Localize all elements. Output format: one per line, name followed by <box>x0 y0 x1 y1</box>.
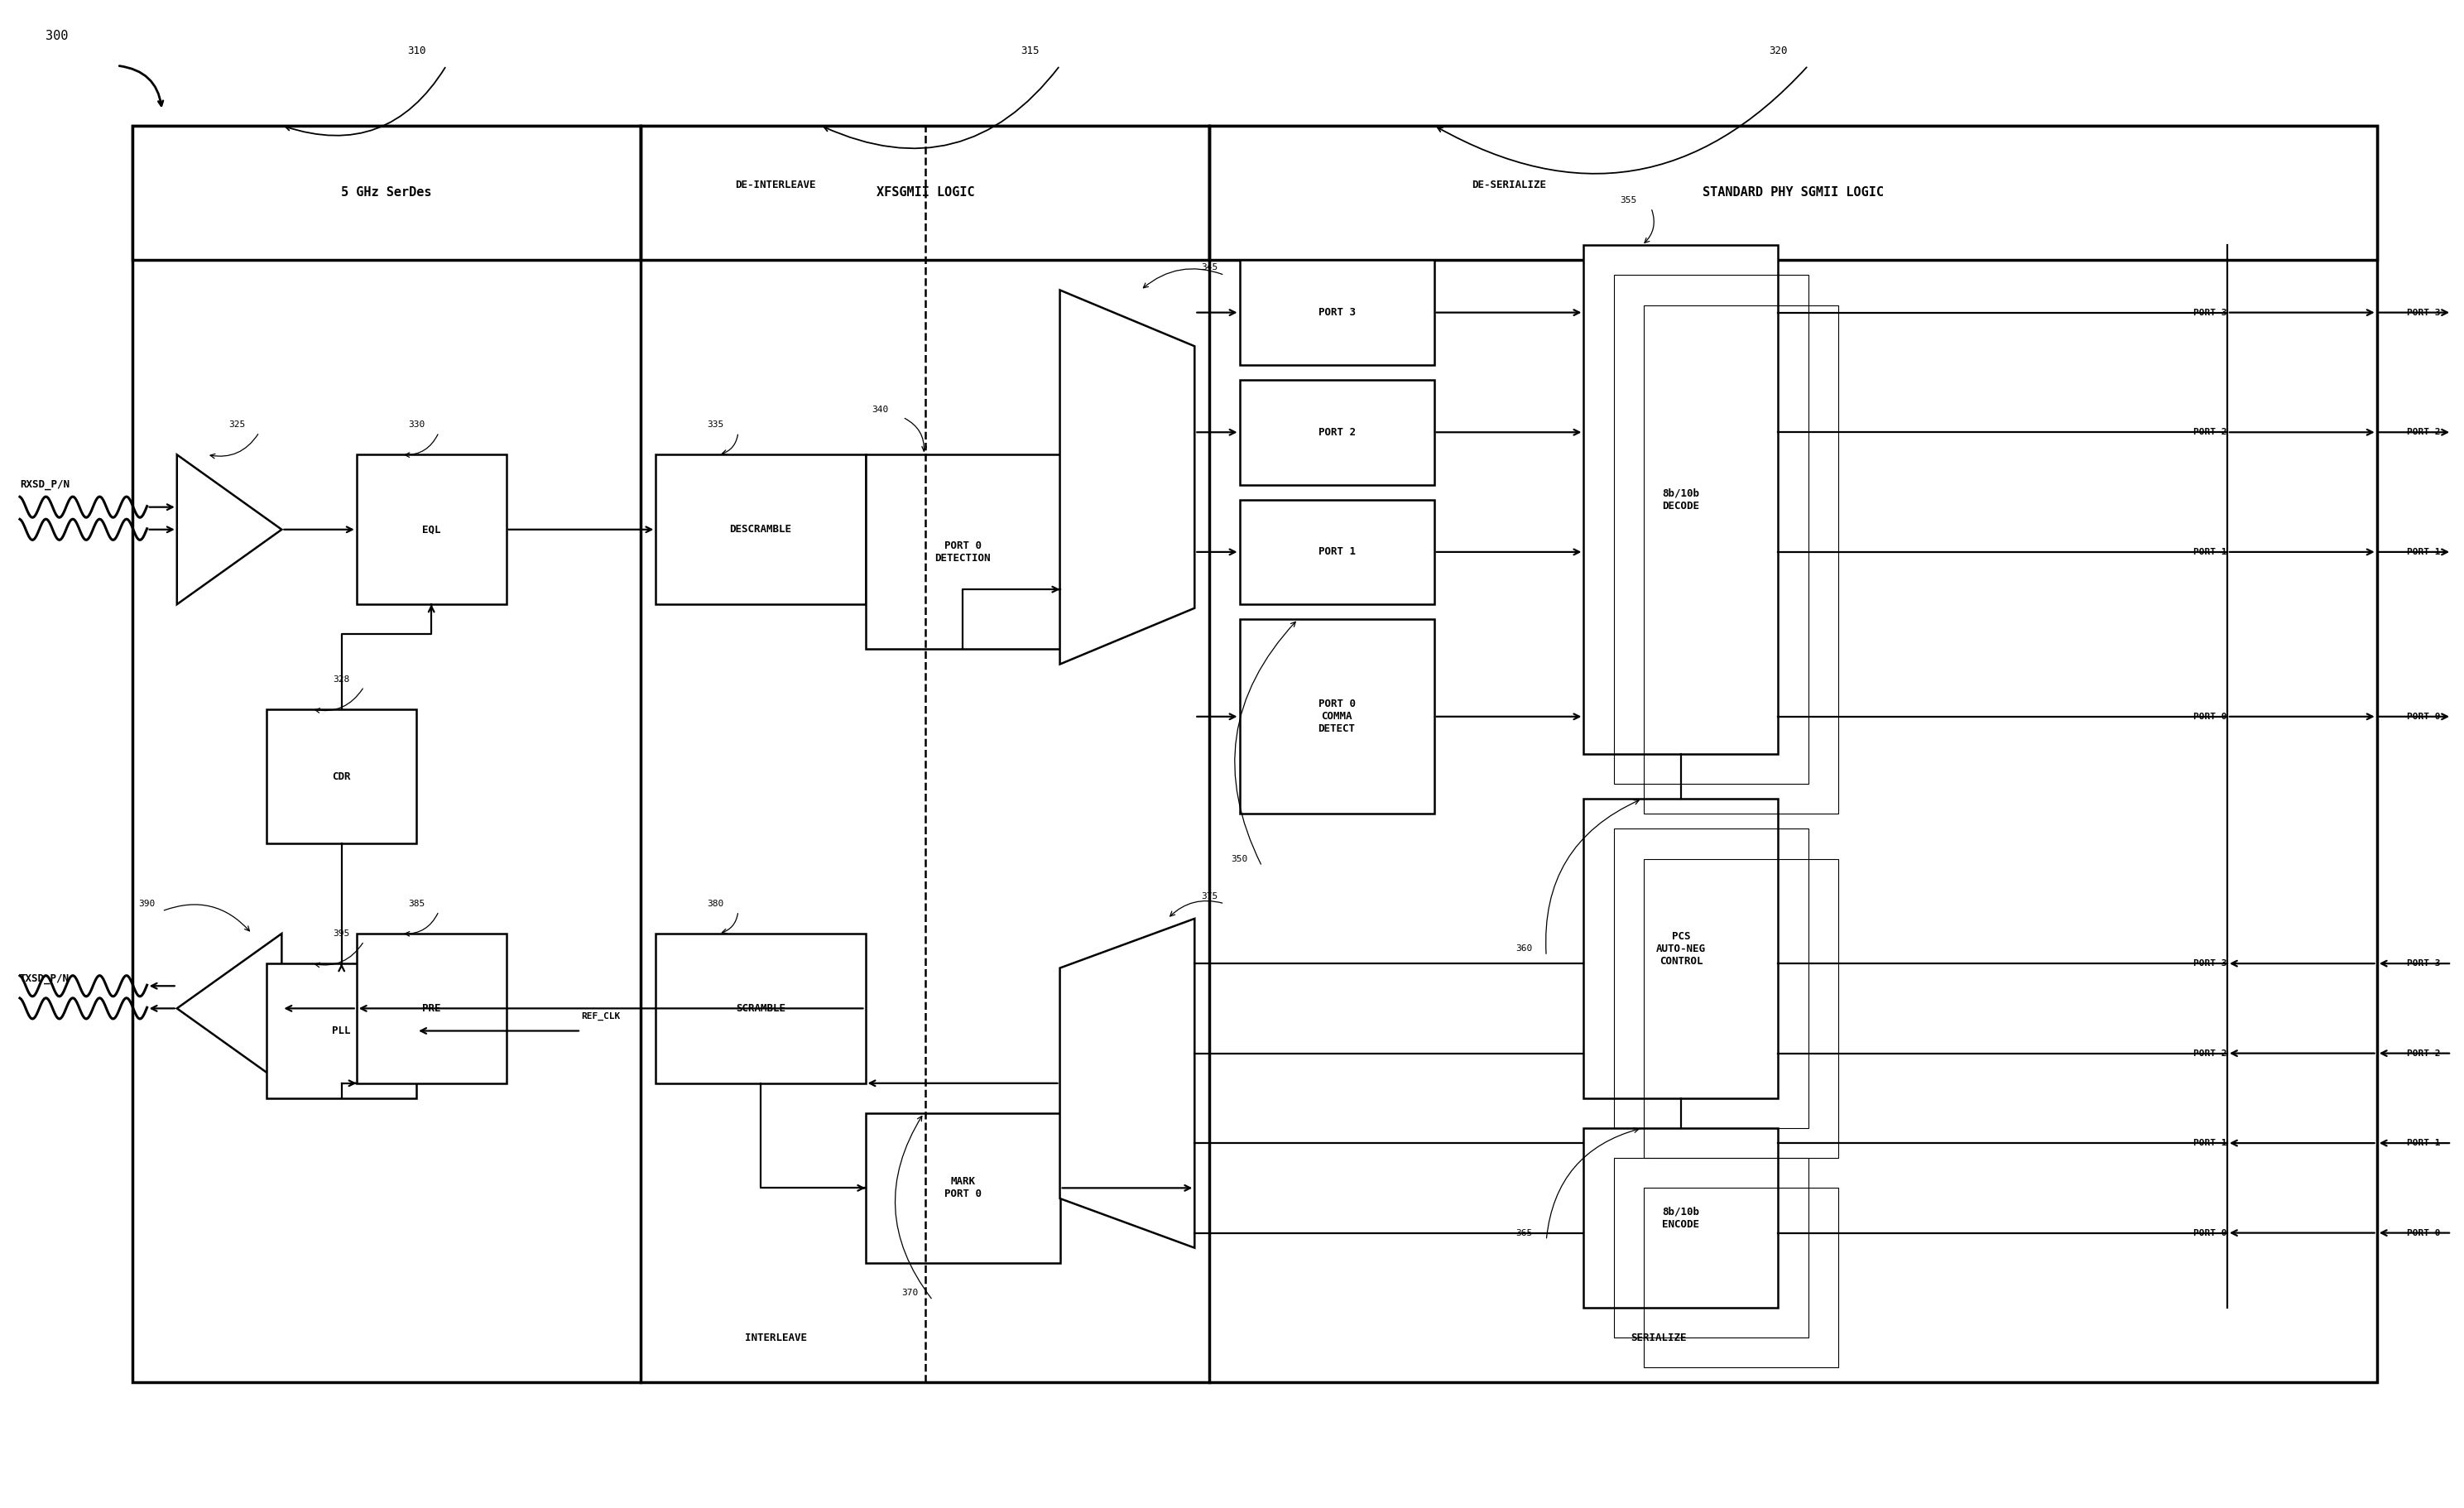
Text: EQL: EQL <box>421 525 441 535</box>
Text: 320: 320 <box>1769 45 1786 56</box>
Text: STANDARD PHY SGMII LOGIC: STANDARD PHY SGMII LOGIC <box>1703 187 1885 199</box>
FancyBboxPatch shape <box>655 455 865 605</box>
Text: PRE: PRE <box>421 1003 441 1013</box>
Text: PORT 1: PORT 1 <box>2193 1139 2227 1148</box>
Text: 350: 350 <box>1232 855 1247 863</box>
Text: 375: 375 <box>1200 893 1217 900</box>
Text: 370: 370 <box>902 1289 919 1297</box>
FancyBboxPatch shape <box>266 964 416 1098</box>
Text: 380: 380 <box>707 899 724 908</box>
Text: PORT 2: PORT 2 <box>2193 1050 2227 1057</box>
Text: 8b/10b
DECODE: 8b/10b DECODE <box>1663 489 1700 511</box>
Text: PORT 2: PORT 2 <box>2407 428 2439 436</box>
Text: 328: 328 <box>333 676 350 683</box>
FancyBboxPatch shape <box>357 933 505 1083</box>
Text: 315: 315 <box>1020 45 1040 56</box>
Text: 340: 340 <box>872 406 890 413</box>
FancyBboxPatch shape <box>1210 125 2378 261</box>
Text: PORT 1: PORT 1 <box>2407 547 2439 556</box>
Polygon shape <box>1060 290 1195 664</box>
Polygon shape <box>1060 918 1195 1247</box>
Text: INTERLEAVE: INTERLEAVE <box>744 1332 806 1344</box>
FancyBboxPatch shape <box>1239 620 1434 814</box>
Text: DE-INTERLEAVE: DE-INTERLEAVE <box>734 179 816 190</box>
Text: DESCRAMBLE: DESCRAMBLE <box>729 525 791 535</box>
Text: PORT 0: PORT 0 <box>2193 712 2227 721</box>
Text: PORT 1: PORT 1 <box>2193 547 2227 556</box>
Text: 345: 345 <box>1200 264 1217 271</box>
Text: PORT 3: PORT 3 <box>2407 309 2439 317</box>
Text: PORT 3: PORT 3 <box>1318 308 1355 318</box>
FancyBboxPatch shape <box>1239 261 1434 365</box>
FancyBboxPatch shape <box>1584 246 1779 754</box>
Text: PORT 3: PORT 3 <box>2193 959 2227 968</box>
Text: SERIALIZE: SERIALIZE <box>1631 1332 1685 1344</box>
FancyBboxPatch shape <box>266 709 416 844</box>
Text: 355: 355 <box>1621 196 1636 205</box>
Text: PLL: PLL <box>333 1025 350 1036</box>
Text: PORT 0
DETECTION: PORT 0 DETECTION <box>934 540 991 564</box>
FancyBboxPatch shape <box>1584 799 1779 1098</box>
Text: 330: 330 <box>409 421 424 428</box>
FancyBboxPatch shape <box>865 1113 1060 1262</box>
FancyBboxPatch shape <box>641 125 1210 261</box>
Text: PCS
AUTO-NEG
CONTROL: PCS AUTO-NEG CONTROL <box>1656 930 1705 967</box>
Text: PORT 3: PORT 3 <box>2193 309 2227 317</box>
FancyBboxPatch shape <box>133 125 641 261</box>
Text: PORT 1: PORT 1 <box>1318 546 1355 558</box>
Text: 325: 325 <box>229 421 246 428</box>
FancyBboxPatch shape <box>357 455 505 605</box>
FancyBboxPatch shape <box>1239 380 1434 484</box>
Text: SCRAMBLE: SCRAMBLE <box>737 1003 786 1013</box>
Text: PORT 1: PORT 1 <box>2407 1139 2439 1148</box>
Polygon shape <box>177 455 281 605</box>
Text: 5 GHz SerDes: 5 GHz SerDes <box>340 187 431 199</box>
Text: TXSD_P/N: TXSD_P/N <box>20 973 69 983</box>
FancyBboxPatch shape <box>1584 1128 1779 1307</box>
Text: PORT 3: PORT 3 <box>2407 959 2439 968</box>
Polygon shape <box>177 933 281 1083</box>
Text: 395: 395 <box>333 929 350 938</box>
Text: PORT 2: PORT 2 <box>1318 427 1355 437</box>
Text: 385: 385 <box>409 899 424 908</box>
Text: 365: 365 <box>1515 1229 1533 1237</box>
FancyBboxPatch shape <box>133 125 2378 1383</box>
Text: DE-SERIALIZE: DE-SERIALIZE <box>1471 179 1545 190</box>
Text: PORT 0
COMMA
DETECT: PORT 0 COMMA DETECT <box>1318 698 1355 734</box>
Text: 310: 310 <box>407 45 426 56</box>
Text: 300: 300 <box>47 30 69 42</box>
Text: PORT 0: PORT 0 <box>2193 1229 2227 1237</box>
Text: PORT 0: PORT 0 <box>2407 1229 2439 1237</box>
Text: REF_CLK: REF_CLK <box>582 1012 621 1019</box>
Text: 390: 390 <box>138 899 155 908</box>
Text: PORT 2: PORT 2 <box>2193 428 2227 436</box>
Text: RXSD_P/N: RXSD_P/N <box>20 480 69 490</box>
Text: PORT 0: PORT 0 <box>2407 712 2439 721</box>
Text: 360: 360 <box>1515 944 1533 953</box>
Text: CDR: CDR <box>333 771 350 781</box>
FancyBboxPatch shape <box>655 933 865 1083</box>
Text: 335: 335 <box>707 421 724 428</box>
Text: XFSGMII LOGIC: XFSGMII LOGIC <box>877 187 973 199</box>
FancyBboxPatch shape <box>1239 499 1434 605</box>
Text: 8b/10b
ENCODE: 8b/10b ENCODE <box>1663 1206 1700 1229</box>
FancyBboxPatch shape <box>865 455 1060 650</box>
Text: MARK
PORT 0: MARK PORT 0 <box>944 1176 981 1199</box>
Text: PORT 2: PORT 2 <box>2407 1050 2439 1057</box>
